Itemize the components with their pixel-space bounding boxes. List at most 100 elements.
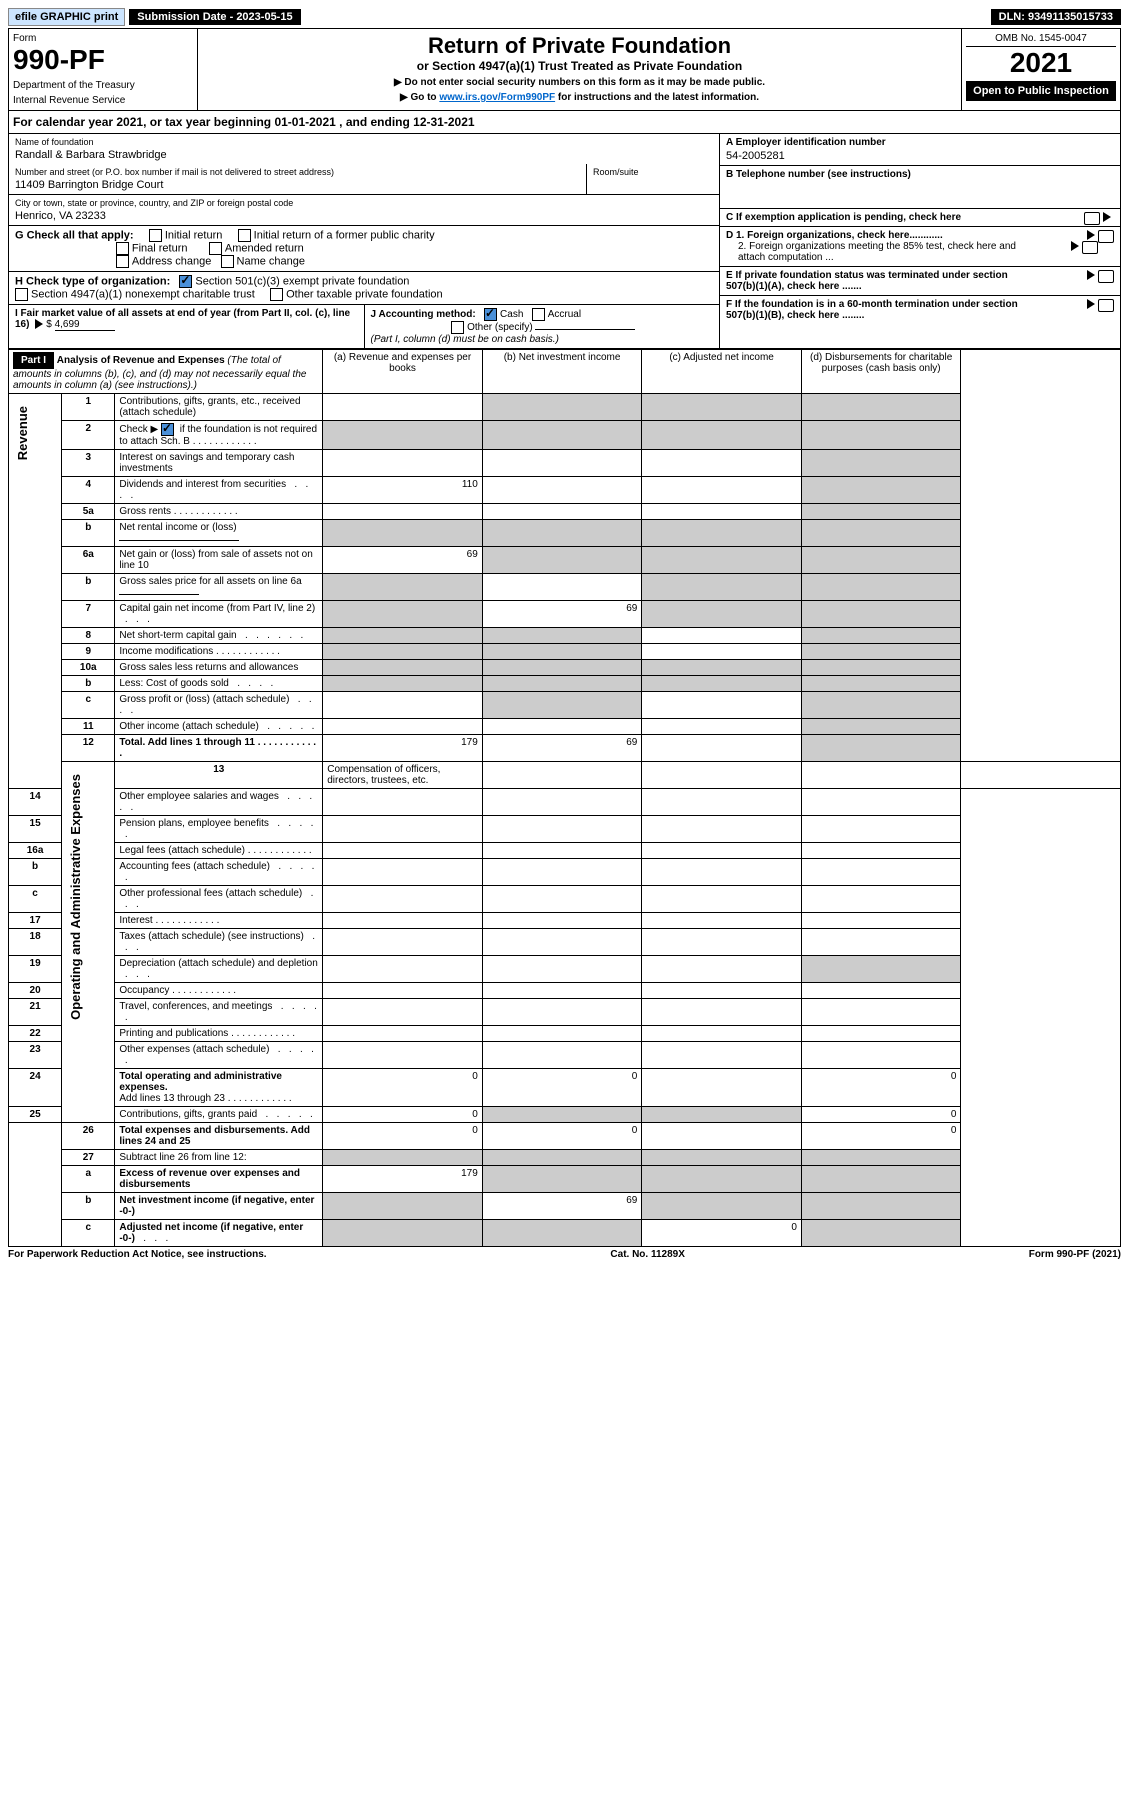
- val-a: 110: [323, 477, 483, 504]
- ein-label: A Employer identification number: [726, 137, 886, 148]
- ln: a: [62, 1166, 115, 1193]
- 4947a1-checkbox[interactable]: [15, 288, 28, 301]
- c-checkbox[interactable]: [1084, 212, 1100, 225]
- ln: 25: [9, 1107, 62, 1123]
- form-ref: Form 990-PF (2021): [1029, 1249, 1121, 1260]
- c-label: C If exemption application is pending, c…: [726, 212, 961, 223]
- ld: Other expenses (attach schedule) . . . .…: [115, 1042, 323, 1069]
- j2: Accrual: [548, 309, 581, 320]
- table-row: 27Subtract line 26 from line 12:: [9, 1150, 1121, 1166]
- ld: Adjusted net income (if negative, enter …: [115, 1220, 323, 1247]
- d1-checkbox[interactable]: [1098, 230, 1114, 243]
- irs-link[interactable]: www.irs.gov/Form990PF: [439, 92, 555, 103]
- ln: 24: [9, 1069, 62, 1107]
- table-row: 2Check ▶ if the foundation is not requir…: [9, 421, 1121, 450]
- table-row: 16a Legal fees (attach schedule): [9, 843, 1121, 859]
- final-return-checkbox[interactable]: [116, 242, 129, 255]
- arrow-icon: [1087, 270, 1095, 280]
- other-method-checkbox[interactable]: [451, 321, 464, 334]
- val-a: 0: [323, 1069, 483, 1107]
- ln: b: [62, 520, 115, 547]
- val-a: 0: [323, 1107, 483, 1123]
- table-row: 21Travel, conferences, and meetings . . …: [9, 999, 1121, 1026]
- schb-checkbox[interactable]: [161, 423, 174, 436]
- ln: 7: [62, 601, 115, 628]
- ld: Net rental income or (loss): [115, 520, 323, 547]
- table-row: bNet rental income or (loss): [9, 520, 1121, 547]
- table-row: 22Printing and publications: [9, 1026, 1121, 1042]
- instruct-prefix: ▶ Go to: [400, 92, 439, 103]
- ln: c: [62, 692, 115, 719]
- ln: 16a: [9, 843, 62, 859]
- header-right: OMB No. 1545-0047 2021 Open to Public In…: [961, 29, 1120, 110]
- address: 11409 Barrington Bridge Court: [15, 179, 580, 191]
- form-title: Return of Private Foundation: [202, 33, 957, 59]
- val-c: 0: [642, 1220, 802, 1247]
- ld: Net short-term capital gain . . . . . .: [115, 628, 323, 644]
- ld: Contributions, gifts, grants, etc., rece…: [115, 394, 323, 421]
- d2-checkbox[interactable]: [1082, 241, 1098, 254]
- amended-return-checkbox[interactable]: [209, 242, 222, 255]
- ln: 20: [9, 983, 62, 999]
- ld: Subtract line 26 from line 12:: [115, 1150, 323, 1166]
- ln: 12: [62, 735, 115, 762]
- name-change-checkbox[interactable]: [221, 255, 234, 268]
- initial-return-checkbox[interactable]: [149, 229, 162, 242]
- ln: 13: [115, 762, 323, 789]
- j3: Other (specify): [467, 322, 533, 333]
- val-d: 0: [801, 1123, 961, 1150]
- table-row: 24Total operating and administrative exp…: [9, 1069, 1121, 1107]
- ld: Compensation of officers, directors, tru…: [323, 762, 483, 789]
- table-row: cOther professional fees (attach schedul…: [9, 886, 1121, 913]
- entity-left: Name of foundation Randall & Barbara Str…: [9, 134, 719, 348]
- efile-button[interactable]: efile GRAPHIC print: [8, 8, 125, 26]
- table-row: aExcess of revenue over expenses and dis…: [9, 1166, 1121, 1193]
- val-b: 0: [482, 1123, 642, 1150]
- arrow-icon: [35, 319, 43, 329]
- part1-table: Part I Analysis of Revenue and Expenses …: [8, 349, 1121, 1247]
- ld: Gross profit or (loss) (attach schedule)…: [115, 692, 323, 719]
- g1: Initial return: [165, 229, 222, 241]
- form-label: Form: [13, 33, 193, 44]
- arrow-icon: [1103, 212, 1111, 222]
- g3: Address change: [132, 255, 212, 267]
- ln: 15: [9, 816, 62, 843]
- part1-label: Part I: [13, 352, 54, 369]
- city: Henrico, VA 23233: [15, 210, 713, 222]
- ld: Net gain or (loss) from sale of assets n…: [115, 547, 323, 574]
- g-label: G Check all that apply:: [15, 229, 134, 241]
- table-row: Revenue1Contributions, gifts, grants, et…: [9, 394, 1121, 421]
- h2: Section 4947(a)(1) nonexempt charitable …: [31, 288, 255, 300]
- ln: 5a: [62, 504, 115, 520]
- ld: Legal fees (attach schedule): [115, 843, 323, 859]
- e-checkbox[interactable]: [1098, 270, 1114, 283]
- col-c-header: (c) Adjusted net income: [642, 350, 802, 394]
- ld: Dividends and interest from securities .…: [115, 477, 323, 504]
- calendar-year-row: For calendar year 2021, or tax year begi…: [8, 111, 1121, 134]
- arrow-icon: [1087, 230, 1095, 240]
- instruct-suffix: for instructions and the latest informat…: [555, 92, 759, 103]
- table-row: 26Total expenses and disbursements. Add …: [9, 1123, 1121, 1150]
- ld: Depreciation (attach schedule) and deple…: [115, 956, 323, 983]
- foundation-name: Randall & Barbara Strawbridge: [15, 149, 713, 161]
- d1-label: D 1. Foreign organizations, check here..…: [726, 230, 943, 241]
- address-label: Number and street (or P.O. box number if…: [15, 167, 580, 177]
- table-row: 12Total. Add lines 1 through 1117969: [9, 735, 1121, 762]
- cash-checkbox[interactable]: [484, 308, 497, 321]
- other-taxable-checkbox[interactable]: [270, 288, 283, 301]
- header-left: Form 990-PF Department of the Treasury I…: [9, 29, 198, 110]
- ld: Gross sales price for all assets on line…: [115, 574, 323, 601]
- f-checkbox[interactable]: [1098, 299, 1114, 312]
- accrual-checkbox[interactable]: [532, 308, 545, 321]
- ld: Pension plans, employee benefits . . . .…: [115, 816, 323, 843]
- address-change-checkbox[interactable]: [116, 255, 129, 268]
- 501c3-checkbox[interactable]: [179, 275, 192, 288]
- ld: Total expenses and disbursements. Add li…: [115, 1123, 323, 1150]
- ln: b: [62, 1193, 115, 1220]
- ln: c: [9, 886, 62, 913]
- ln: 9: [62, 644, 115, 660]
- j1: Cash: [500, 309, 523, 320]
- former-charity-checkbox[interactable]: [238, 229, 251, 242]
- ln: 6a: [62, 547, 115, 574]
- ln: b: [62, 574, 115, 601]
